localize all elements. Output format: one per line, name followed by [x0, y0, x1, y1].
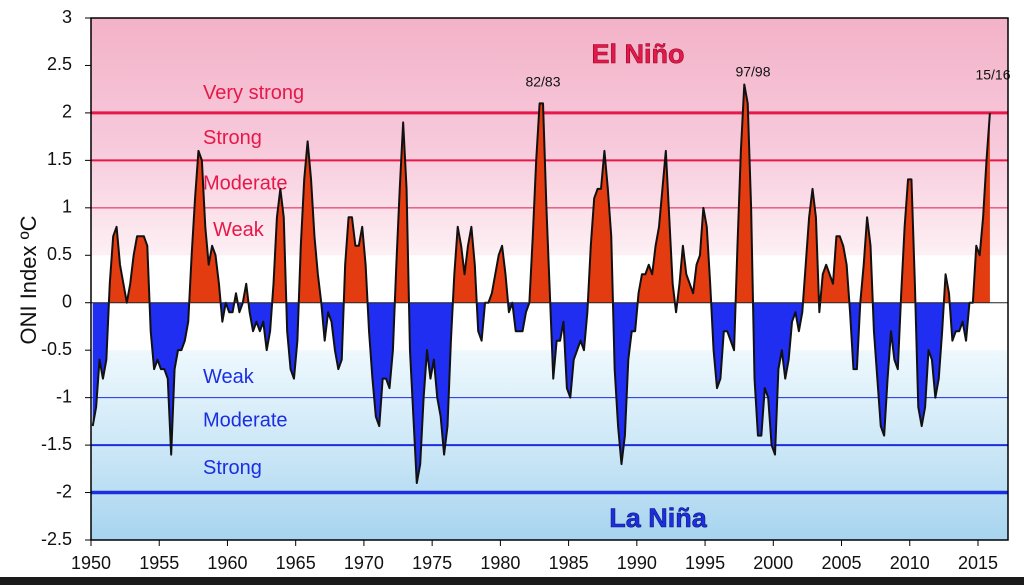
x-tick-label: 1980 — [480, 553, 520, 573]
x-tick-label: 1995 — [685, 553, 725, 573]
x-tick-label: 1975 — [412, 553, 452, 573]
y-tick-label: 0.5 — [47, 244, 72, 264]
x-tick-label: 2015 — [958, 553, 998, 573]
threshold-label: Strong — [203, 127, 262, 149]
x-tick-label: 2000 — [753, 553, 793, 573]
y-axis-label: ONI Index ºC — [16, 215, 41, 344]
x-tick-label: 1985 — [549, 553, 589, 573]
negative-area — [92, 302, 973, 484]
event-label: 97/98 — [735, 64, 770, 80]
positive-area — [92, 84, 990, 303]
y-tick-label: -2.5 — [41, 529, 72, 549]
el-nino-band — [91, 18, 1008, 256]
region-label: El Niño — [592, 39, 685, 69]
x-tick-label: 2010 — [890, 553, 930, 573]
y-tick-label: -1 — [56, 386, 72, 406]
x-tick-label: 1970 — [344, 553, 384, 573]
threshold-label: Moderate — [203, 172, 288, 194]
y-tick-label: 0 — [62, 291, 72, 311]
x-tick-label: 1955 — [139, 553, 179, 573]
y-tick-label: 1 — [62, 197, 72, 217]
bottom-strip — [0, 577, 1024, 585]
x-tick-label: 1960 — [207, 553, 247, 573]
x-tick-label: 2005 — [821, 553, 861, 573]
y-tick-label: -1.5 — [41, 434, 72, 454]
threshold-label: Weak — [203, 366, 255, 388]
x-tick-label: 1950 — [71, 553, 111, 573]
y-tick-label: 1.5 — [47, 149, 72, 169]
threshold-label: Very strong — [203, 82, 304, 104]
event-label: 15/16 — [975, 67, 1010, 83]
x-tick-label: 1990 — [617, 553, 657, 573]
threshold-label: Moderate — [203, 410, 288, 432]
threshold-label: Strong — [203, 457, 262, 479]
y-tick-label: 2 — [62, 102, 72, 122]
plot-frame — [90, 17, 1009, 541]
region-label: La Niña — [609, 503, 708, 533]
x-tick-label: 1965 — [276, 553, 316, 573]
y-tick-label: 2.5 — [47, 54, 72, 74]
y-tick-label: -0.5 — [41, 339, 72, 359]
event-label: 82/83 — [525, 74, 560, 90]
threshold-label: Weak — [213, 219, 265, 241]
y-tick-label: 3 — [62, 7, 72, 27]
y-tick-label: -2 — [56, 481, 72, 501]
oni-line — [91, 83, 991, 485]
